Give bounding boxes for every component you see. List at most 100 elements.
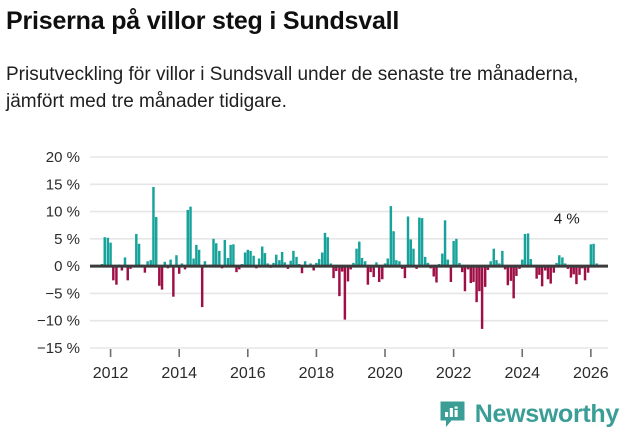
bar	[349, 266, 352, 270]
y-axis-tick-label: 0 %	[54, 258, 80, 275]
bar	[303, 261, 307, 267]
bar	[426, 262, 430, 267]
bar	[535, 266, 538, 279]
bar	[366, 266, 370, 285]
bar	[212, 238, 215, 267]
bar	[483, 266, 487, 287]
bar	[335, 266, 338, 272]
bar	[578, 266, 581, 275]
bar-chart: 20 % 15 % 10 % 5 % 0 % −5 % −10 % −15 % 2012 2014…	[37, 149, 609, 382]
bar	[146, 261, 149, 267]
bar-chart-speech-bubble-icon	[440, 401, 465, 427]
y-axis-tick-label: 15 %	[46, 176, 80, 193]
bar	[480, 266, 484, 329]
bar	[154, 217, 158, 267]
bar	[463, 266, 467, 292]
bar	[475, 266, 478, 303]
bar	[326, 237, 329, 267]
bar	[346, 266, 350, 282]
bar	[355, 248, 358, 267]
bar	[546, 266, 550, 280]
bar	[523, 233, 527, 267]
bar	[441, 253, 444, 267]
bar	[569, 266, 573, 278]
x-axis-tick-label: 2018	[299, 365, 335, 382]
bar	[169, 259, 172, 267]
bar	[561, 257, 564, 267]
bar	[175, 255, 178, 267]
bar	[272, 262, 275, 267]
bar	[512, 266, 515, 299]
x-axis-tick-label: 2014	[161, 365, 197, 382]
bar	[469, 266, 473, 284]
y-axis-tick-label: 10 %	[46, 204, 80, 221]
bar	[521, 259, 524, 267]
x-axis-tick-label: 2026	[573, 365, 609, 382]
bar	[112, 266, 115, 281]
bar	[126, 266, 129, 281]
bar	[398, 261, 401, 267]
bar	[315, 262, 318, 267]
bar	[435, 266, 438, 283]
bar	[478, 266, 481, 292]
chart-plot-area: 20 % 15 % 10 % 5 % 0 % −5 % −10 % −15 % 2012 2014…	[0, 140, 631, 390]
bar	[312, 266, 315, 271]
bar	[158, 266, 161, 286]
x-axis-tick-label: 2016	[230, 365, 266, 382]
bar	[472, 266, 475, 282]
x-axis-tick-label: 2020	[367, 365, 403, 382]
bar	[406, 216, 410, 267]
bar	[360, 257, 364, 267]
bar	[486, 266, 490, 270]
bar	[432, 266, 435, 277]
bar	[115, 266, 118, 285]
bar	[555, 262, 558, 267]
bar	[540, 266, 544, 287]
bar	[558, 255, 561, 267]
bar	[235, 266, 238, 273]
bar	[389, 206, 393, 267]
bar	[177, 266, 181, 274]
bar	[200, 266, 204, 308]
bar	[526, 233, 530, 267]
bar	[189, 206, 192, 267]
bar	[172, 266, 175, 297]
bar	[215, 243, 218, 267]
bar	[280, 251, 284, 267]
bar	[120, 266, 124, 271]
bar	[369, 266, 372, 273]
bar	[218, 250, 221, 267]
bar	[295, 256, 298, 267]
bar	[323, 232, 327, 267]
bar	[321, 252, 324, 267]
y-axis-tick-label: −15 %	[37, 340, 80, 357]
bar	[163, 261, 167, 267]
bar	[135, 233, 138, 267]
bar	[300, 266, 304, 274]
bar	[446, 259, 450, 267]
bar	[109, 242, 112, 267]
bar	[458, 262, 461, 267]
bar	[372, 266, 375, 278]
bar	[195, 244, 198, 267]
bar	[418, 217, 421, 267]
bar	[552, 266, 556, 273]
bar	[183, 266, 187, 270]
bar	[395, 260, 398, 267]
bar	[586, 266, 590, 273]
bar	[197, 249, 201, 267]
bar	[392, 231, 395, 267]
newsworthy-wordmark: Newsworthy	[474, 400, 620, 428]
bar	[449, 266, 453, 282]
bar	[257, 258, 261, 267]
bar	[317, 259, 321, 267]
bar	[246, 249, 250, 267]
bar	[263, 253, 267, 267]
bar	[232, 244, 235, 267]
bar	[243, 252, 247, 267]
bar	[252, 255, 255, 267]
bar	[123, 257, 127, 267]
page-title: Priserna på villor steg i Sundsvall	[6, 7, 400, 35]
bar	[278, 260, 281, 267]
